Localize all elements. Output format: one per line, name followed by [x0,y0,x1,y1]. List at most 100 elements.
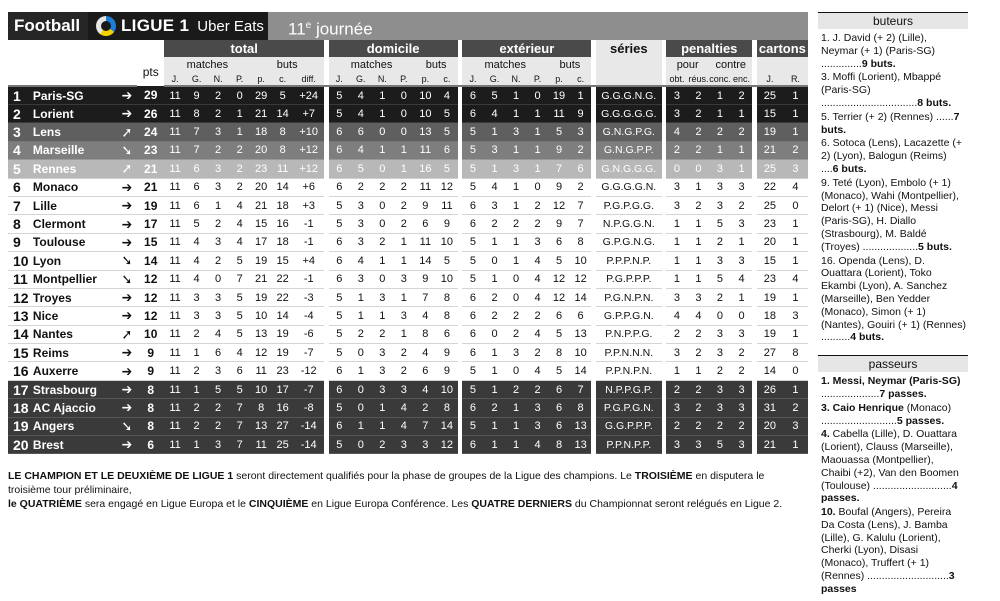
separator [591,343,596,362]
round-label: 11e journée [268,12,808,40]
home-stat: 3 [371,361,394,381]
total-stat: 4 [185,270,208,289]
away-stat: 2 [483,306,506,326]
points: 21 [137,159,165,179]
home-stat: 2 [393,361,415,381]
home-stat: 3 [393,380,415,400]
home-stat: 3 [371,343,394,363]
away-stat: 14 [569,361,592,381]
away-stat: 2 [505,380,527,400]
home-stat: 4 [350,251,372,271]
home-stat: 9 [436,214,458,234]
total-stat: 18 [250,122,272,142]
goal-count: 9 buts. [861,57,896,70]
separator [661,435,667,454]
total-stat: 17 [271,380,294,400]
separator [661,178,667,197]
points: 26 [137,104,165,124]
separator [591,104,596,123]
col-home-n: N. [371,72,394,87]
total-stat: 7 [228,435,251,455]
points: 29 [137,86,165,105]
table-row: 5 Rennes ➚ 21 11 6 3 2 23 11 +12 6 5 0 1 16 5 5 1 3 1 7 6 G.N.G… [8,159,808,179]
total-stat: 11 [164,306,186,326]
form-series: G.G.G.G.N. [595,178,662,197]
away-stat: 0 [483,325,506,345]
penalty-stat: 2 [687,196,710,216]
home-stat: 1 [371,86,394,105]
total-stat: 4 [207,325,229,345]
penalty-stat: 3 [709,325,731,345]
separator [457,178,463,197]
table-row: 13 Nice ➔ 12 11 3 3 5 10 14 -4 5 1 1 3 4 8 6 2 2 2 6 6 G.P.P.G.… [8,306,808,326]
total-stat: 2 [185,361,208,381]
away-stat: 5 [462,380,484,400]
separator [661,288,667,307]
home-stat: 0 [350,398,372,418]
total-stat: 2 [207,104,229,124]
total-stat: 8 [271,122,294,142]
home-stat: 2 [393,178,415,197]
separator [752,306,757,326]
total-stat: 10 [250,380,272,400]
separator [752,380,757,399]
points: 19 [137,196,165,216]
card-stat: 3 [782,159,808,179]
away-stat: 4 [526,361,549,381]
separator [324,122,329,142]
penalty-stat: 3 [709,398,731,418]
trend-down-icon: ➘ [116,270,138,289]
home-stat: 1 [393,325,415,345]
total-stat: 1 [228,122,251,142]
assist-entry: 4. Cabella (Lille), D. Ouattara (Lorient… [821,428,966,505]
group-total: total [164,40,324,57]
separator [457,288,463,307]
away-stat: 2 [526,214,549,234]
home-stat: 4 [350,86,372,105]
col-away-g: G. [483,72,506,87]
total-stat: 6 [228,361,251,381]
total-stat: 11 [271,159,294,179]
club-name: Paris-SG [32,86,117,105]
card-stat: 1 [782,122,808,142]
penalty-stat: 2 [687,398,710,418]
table-row: 8 Clermont ➔ 17 11 5 2 4 15 16 -1 5 3 0 2 6 9 6 2 2 2 9 7 N.P.G… [8,214,808,234]
separator [324,233,329,252]
scorer-entry: 9. Teté (Lyon), Embolo (+ 1) (Monaco), W… [821,177,966,254]
separator [661,380,667,399]
penalty-stat: 2 [730,86,753,105]
away-stat: 9 [569,104,592,124]
separator [591,288,596,307]
penalty-stat: 3 [730,251,753,271]
points: 17 [137,214,165,234]
separator [752,361,757,381]
assist-lead: 10. [821,506,836,519]
col-away-n: N. [505,72,527,87]
separator [324,86,329,105]
away-stat: 1 [483,159,506,179]
total-stat: 11 [164,104,186,124]
home-stat: 6 [414,361,437,381]
home-stat: 10 [436,270,458,289]
assist-names: .................... [821,387,880,400]
trend-right-icon: ➔ [116,233,138,253]
club-name: Rennes [32,159,117,179]
card-stat: 31 [756,398,783,418]
total-stat: 21 [250,196,272,216]
col-away-j: J. [462,72,484,87]
card-stat: 4 [782,270,808,289]
card-stat: 2 [782,398,808,418]
separator [591,270,596,289]
total-stat: 2 [207,86,229,105]
away-stat: 2 [483,398,506,418]
separator [752,417,757,436]
col-away-against: c. [569,72,592,87]
trend-right-icon: ➔ [116,214,138,234]
club-name: Brest [32,435,117,455]
note-text-1: seront directement qualifiés pour la pha… [233,470,635,482]
home-stat: 9 [414,196,437,216]
penalty-stat: 5 [709,270,731,289]
home-stat: 14 [414,251,437,271]
away-stat: 0 [505,270,527,289]
away-stat: 1 [505,417,527,437]
